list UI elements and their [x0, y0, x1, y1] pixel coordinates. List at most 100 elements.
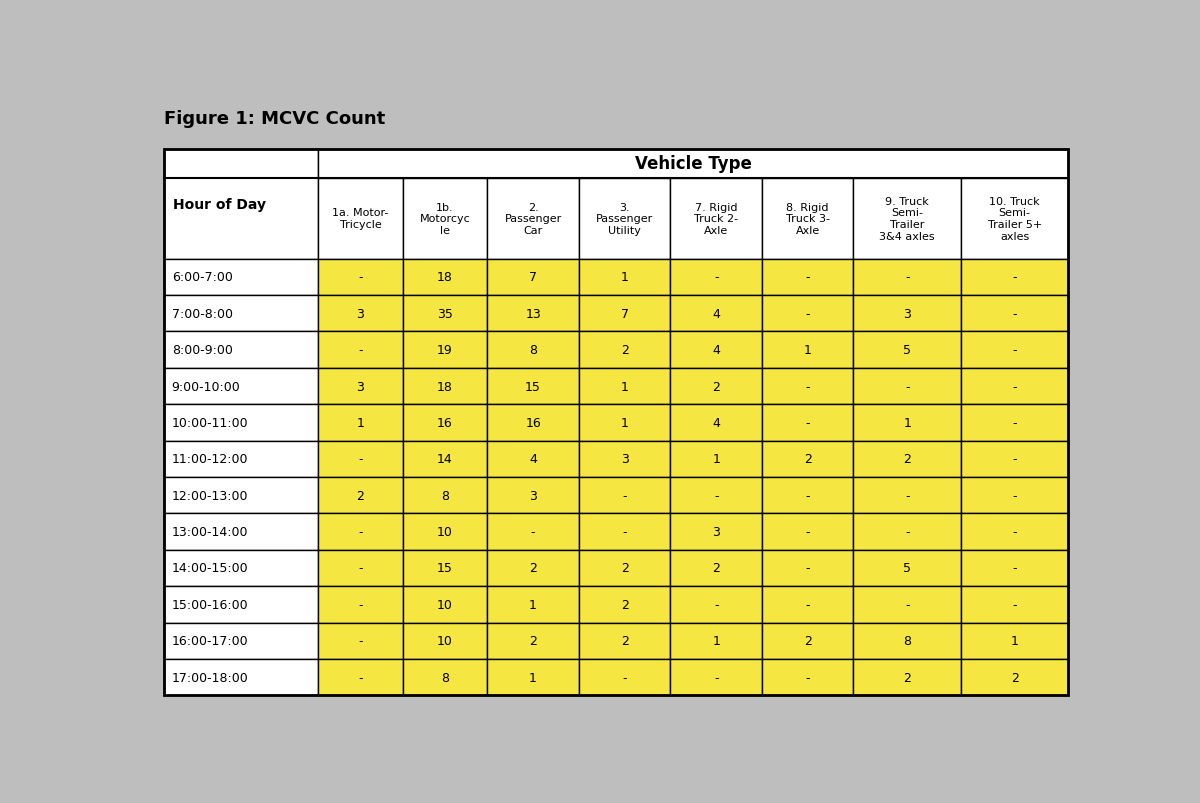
Bar: [487, 623, 578, 659]
Bar: [671, 478, 762, 514]
Bar: [318, 332, 403, 369]
Bar: [403, 478, 487, 514]
Bar: [318, 586, 403, 623]
Text: 8:00-9:00: 8:00-9:00: [172, 344, 233, 357]
Bar: [578, 441, 671, 478]
Bar: [853, 332, 961, 369]
Bar: [487, 659, 578, 695]
Text: 1: 1: [620, 271, 629, 284]
Bar: [671, 514, 762, 550]
Text: 13:00-14:00: 13:00-14:00: [172, 525, 248, 539]
Bar: [164, 405, 318, 441]
Text: 2: 2: [904, 453, 911, 466]
Text: -: -: [1013, 489, 1016, 502]
Bar: [578, 178, 671, 259]
Bar: [961, 296, 1068, 332]
Text: 2: 2: [620, 344, 629, 357]
Text: -: -: [905, 489, 910, 502]
Bar: [853, 550, 961, 586]
Bar: [578, 659, 671, 695]
Text: 18: 18: [437, 380, 452, 393]
Text: 5: 5: [904, 562, 911, 575]
Text: -: -: [359, 344, 362, 357]
Text: 15: 15: [437, 562, 452, 575]
Text: 2: 2: [529, 562, 538, 575]
Text: 1: 1: [529, 671, 538, 684]
Bar: [853, 369, 961, 405]
Text: 9:00-10:00: 9:00-10:00: [172, 380, 240, 393]
Bar: [578, 296, 671, 332]
Bar: [762, 550, 853, 586]
Bar: [487, 296, 578, 332]
Text: 8: 8: [904, 634, 911, 647]
Bar: [853, 441, 961, 478]
Text: 1: 1: [904, 417, 911, 430]
Text: 2: 2: [620, 634, 629, 647]
Bar: [671, 550, 762, 586]
Text: 7: 7: [620, 308, 629, 320]
Text: 14: 14: [437, 453, 452, 466]
Bar: [671, 623, 762, 659]
Text: -: -: [805, 489, 810, 502]
Bar: [578, 550, 671, 586]
Text: 2: 2: [620, 598, 629, 611]
Text: -: -: [905, 598, 910, 611]
Text: 2: 2: [804, 634, 811, 647]
Bar: [318, 405, 403, 441]
Text: 3.
Passenger
Utility: 3. Passenger Utility: [596, 202, 653, 235]
Text: -: -: [805, 598, 810, 611]
Bar: [403, 259, 487, 296]
Text: -: -: [805, 417, 810, 430]
Text: 8: 8: [442, 489, 449, 502]
Bar: [164, 478, 318, 514]
Bar: [961, 586, 1068, 623]
Text: -: -: [805, 525, 810, 539]
Text: 1: 1: [1010, 634, 1019, 647]
Bar: [671, 178, 762, 259]
Text: -: -: [359, 271, 362, 284]
Bar: [164, 550, 318, 586]
Text: 1: 1: [356, 417, 365, 430]
Bar: [853, 514, 961, 550]
Text: -: -: [1013, 344, 1016, 357]
Bar: [762, 178, 853, 259]
Text: 4: 4: [713, 417, 720, 430]
Bar: [318, 296, 403, 332]
Text: -: -: [905, 271, 910, 284]
Text: 3: 3: [529, 489, 538, 502]
Bar: [403, 550, 487, 586]
Bar: [762, 259, 853, 296]
Bar: [487, 550, 578, 586]
Bar: [578, 405, 671, 441]
Text: 3: 3: [713, 525, 720, 539]
Text: 8. Rigid
Truck 3-
Axle: 8. Rigid Truck 3- Axle: [786, 202, 829, 235]
Bar: [487, 478, 578, 514]
Bar: [671, 405, 762, 441]
Bar: [853, 623, 961, 659]
Text: 13: 13: [526, 308, 541, 320]
Text: -: -: [905, 525, 910, 539]
Text: 7: 7: [529, 271, 538, 284]
Bar: [487, 259, 578, 296]
Text: 1a. Motor-
Tricycle: 1a. Motor- Tricycle: [332, 208, 389, 230]
Bar: [578, 332, 671, 369]
Text: 16: 16: [437, 417, 452, 430]
Bar: [853, 178, 961, 259]
Text: 2: 2: [620, 562, 629, 575]
Bar: [961, 550, 1068, 586]
Text: 2: 2: [713, 380, 720, 393]
Bar: [318, 478, 403, 514]
Bar: [578, 478, 671, 514]
Bar: [487, 514, 578, 550]
Text: 18: 18: [437, 271, 452, 284]
Text: -: -: [359, 562, 362, 575]
Bar: [164, 259, 318, 296]
Bar: [762, 586, 853, 623]
Text: 5: 5: [904, 344, 911, 357]
Bar: [578, 586, 671, 623]
Bar: [164, 441, 318, 478]
Text: -: -: [905, 380, 910, 393]
Bar: [403, 659, 487, 695]
Text: 35: 35: [437, 308, 452, 320]
Text: -: -: [623, 671, 626, 684]
